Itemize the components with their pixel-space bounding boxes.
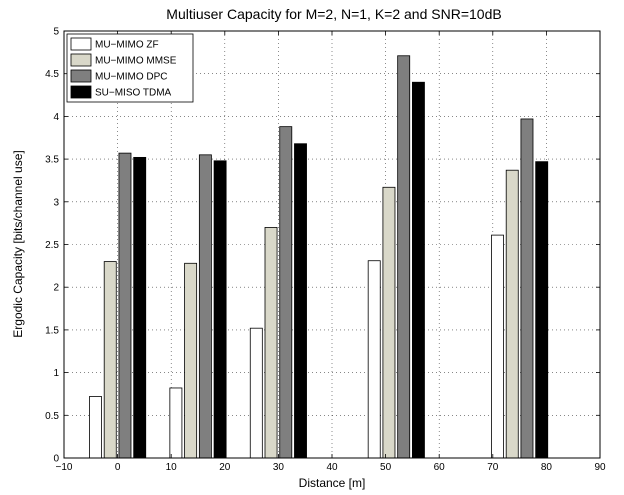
y-tick-label: 0.5 xyxy=(45,411,59,422)
y-tick-label: 2.5 xyxy=(45,240,59,251)
x-tick-label: 60 xyxy=(434,462,446,473)
bar xyxy=(535,161,549,459)
bars xyxy=(89,55,549,459)
x-tick-label: 50 xyxy=(380,462,392,473)
legend: MU−MIMO ZF MU−MIMO MMSE MU−MIMO DPC SU−MISO… xyxy=(66,33,194,103)
bar xyxy=(505,169,519,459)
x-tick-label: −10 xyxy=(56,462,73,473)
y-tick-label: 2 xyxy=(53,283,59,294)
y-tick-label: 4.5 xyxy=(45,69,59,80)
legend-label: SU−MISO TDMA xyxy=(95,88,172,99)
bar xyxy=(294,143,307,459)
x-tick-label: 40 xyxy=(326,462,338,473)
x-tick-label: 80 xyxy=(541,462,553,473)
y-tick-label: 3.5 xyxy=(45,155,59,166)
x-tick-label: 0 xyxy=(115,462,121,473)
y-tick-label: 4 xyxy=(53,112,59,123)
bar xyxy=(264,227,278,459)
bar xyxy=(382,186,396,459)
legend-swatch xyxy=(70,37,92,51)
bar xyxy=(89,396,102,459)
x-tick-label: 30 xyxy=(273,462,285,473)
x-tick-label: 90 xyxy=(594,462,606,473)
bar xyxy=(520,118,534,459)
y-tick-label: 1.5 xyxy=(45,325,59,336)
x-tick-label: 70 xyxy=(487,462,499,473)
bar xyxy=(184,262,198,459)
bar xyxy=(118,152,132,459)
legend-swatch xyxy=(70,53,92,67)
legend-swatch xyxy=(70,69,92,83)
bar xyxy=(397,55,411,459)
ticks xyxy=(63,30,601,459)
grid xyxy=(64,31,600,458)
bar xyxy=(198,154,212,459)
bar xyxy=(491,234,504,459)
y-tick-label: 3 xyxy=(53,197,59,208)
chart-title: Multiuser Capacity for M=2, N=1, K=2 and… xyxy=(166,6,501,22)
y-tick-label: 5 xyxy=(53,27,59,38)
x-axis-title: Distance [m] xyxy=(299,476,366,490)
bar xyxy=(279,126,293,459)
bar xyxy=(169,387,183,459)
legend-label: MU−MIMO ZF xyxy=(95,40,159,51)
bar xyxy=(213,160,227,459)
legend-label: MU−MIMO MMSE xyxy=(95,56,177,67)
legend-swatch xyxy=(70,85,92,99)
bar xyxy=(103,261,117,459)
legend-label: MU−MIMO DPC xyxy=(95,72,168,83)
y-tick-label: 1 xyxy=(53,368,59,379)
bar xyxy=(249,327,263,459)
bar xyxy=(367,260,381,459)
bar xyxy=(411,81,425,459)
x-tick-label: 20 xyxy=(219,462,231,473)
bar xyxy=(133,156,147,459)
y-tick-label: 0 xyxy=(53,454,59,465)
y-axis-title: Ergodic Capacity [bits/channel use] xyxy=(11,150,25,337)
tick-labels: −10 0 10 20 30 40 50 60 70 80 9000.511.522.533.544… xyxy=(45,27,606,474)
x-tick-label: 10 xyxy=(166,462,178,473)
